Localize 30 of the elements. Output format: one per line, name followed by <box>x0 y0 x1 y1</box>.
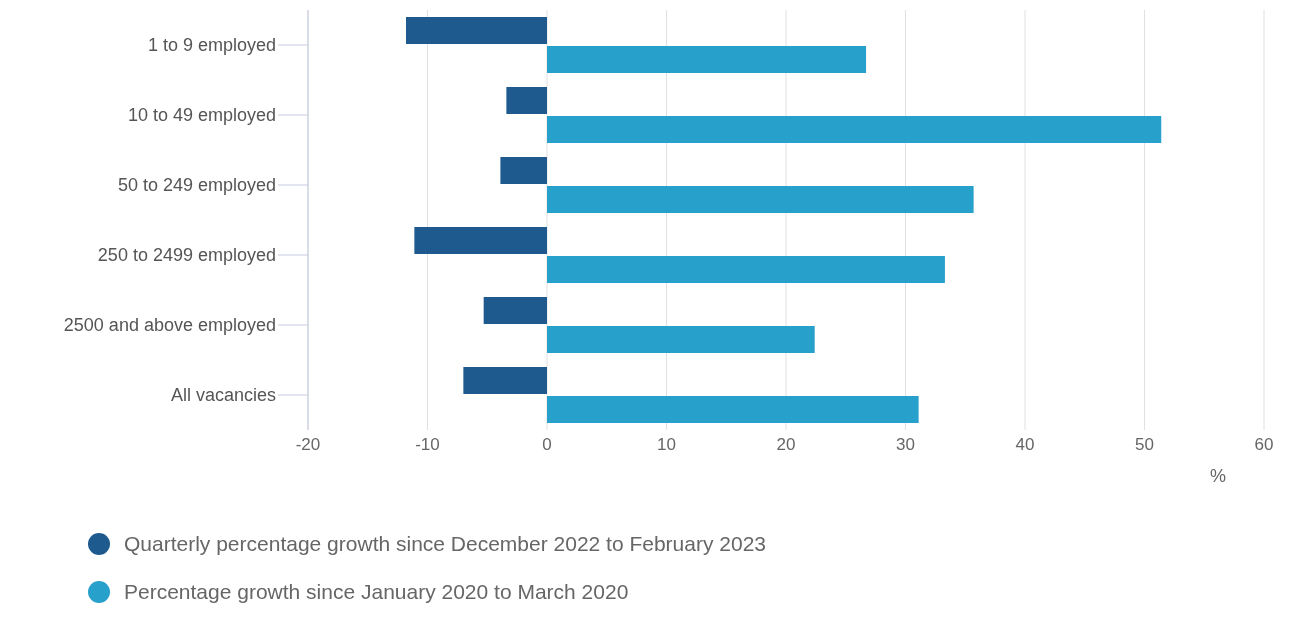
x-axis-title: % <box>1209 466 1226 486</box>
y-tick-label: All vacancies <box>170 385 276 406</box>
y-tick-label: 10 to 49 employed <box>127 105 276 126</box>
y-tick-label: 1 to 9 employed <box>147 35 276 56</box>
legend-label: Percentage growth since January 2020 to March 2020 <box>124 580 629 604</box>
bar <box>547 116 1162 143</box>
bar <box>500 157 547 184</box>
x-tick-label: 30 <box>896 435 915 455</box>
x-tick-label: 60 <box>1254 435 1274 455</box>
x-tick-label: 50 <box>1135 435 1154 455</box>
y-tick-label: 50 to 249 employed <box>117 175 276 196</box>
bar <box>483 297 547 324</box>
bar <box>414 227 547 254</box>
bar <box>547 326 815 353</box>
x-tick-label: -20 <box>295 435 321 455</box>
bar <box>547 396 919 423</box>
y-tick-label: 250 to 2499 employed <box>97 245 276 266</box>
x-tick-label: 40 <box>1015 435 1035 455</box>
x-tick-label: 20 <box>776 435 796 455</box>
bar <box>463 367 547 394</box>
x-tick-label: 0 <box>542 435 552 455</box>
bar <box>547 46 867 73</box>
x-tick-label: 10 <box>657 435 676 455</box>
bar <box>405 17 547 44</box>
bar <box>506 87 547 114</box>
legend-label: Quarterly percentage growth since December 2022 to February 2023 <box>124 532 767 556</box>
x-tick-label: -10 <box>415 435 440 455</box>
y-tick-label: 2500 and above employed <box>63 315 276 336</box>
bar <box>547 256 945 283</box>
bar <box>547 186 974 213</box>
